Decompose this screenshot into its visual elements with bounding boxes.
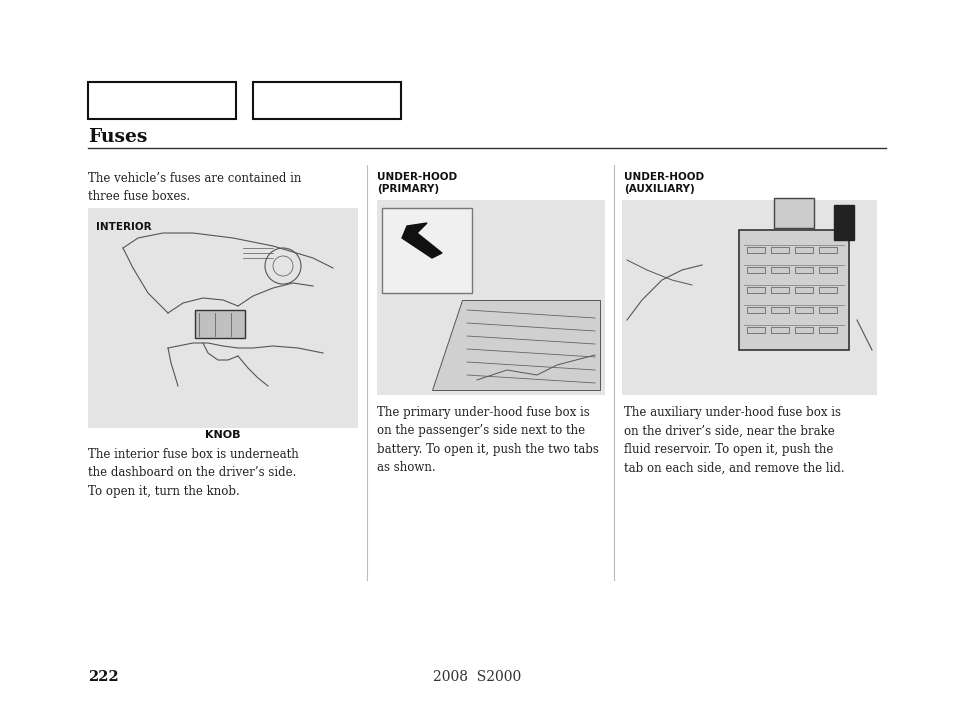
Text: UNDER-HOOD
(AUXILIARY): UNDER-HOOD (AUXILIARY) — [623, 172, 703, 195]
Bar — [770, 267, 788, 273]
Bar — [818, 327, 836, 333]
Text: The primary under-hood fuse box is
on the passenger’s side next to the
battery. : The primary under-hood fuse box is on th… — [376, 406, 598, 474]
Bar — [746, 307, 764, 313]
Polygon shape — [432, 300, 599, 390]
Text: KNOB: KNOB — [205, 430, 240, 440]
Bar — [794, 287, 812, 293]
Bar — [746, 247, 764, 253]
Bar — [88, 208, 357, 428]
Bar — [773, 198, 813, 228]
Bar — [794, 327, 812, 333]
Bar — [770, 327, 788, 333]
Bar — [376, 200, 604, 395]
Text: The auxiliary under-hood fuse box is
on the driver’s side, near the brake
fluid : The auxiliary under-hood fuse box is on … — [623, 406, 843, 474]
Bar — [818, 307, 836, 313]
Text: Fuses: Fuses — [88, 128, 147, 146]
Text: The vehicle’s fuses are contained in
three fuse boxes.: The vehicle’s fuses are contained in thr… — [88, 172, 301, 203]
Bar — [746, 327, 764, 333]
Bar — [746, 267, 764, 273]
Text: The interior fuse box is underneath
the dashboard on the driver’s side.
To open : The interior fuse box is underneath the … — [88, 448, 298, 498]
Bar — [739, 230, 848, 350]
Bar — [194, 310, 245, 338]
Bar — [818, 247, 836, 253]
Bar — [818, 267, 836, 273]
Bar — [770, 307, 788, 313]
Bar — [818, 287, 836, 293]
Bar — [794, 267, 812, 273]
Text: UNDER-HOOD
(PRIMARY): UNDER-HOOD (PRIMARY) — [376, 172, 456, 195]
Text: 222: 222 — [88, 670, 118, 684]
Bar — [746, 287, 764, 293]
Text: 2008  S2000: 2008 S2000 — [433, 670, 520, 684]
Polygon shape — [401, 223, 441, 258]
Bar — [88, 82, 235, 119]
Bar — [770, 287, 788, 293]
Bar — [833, 205, 853, 240]
Bar — [794, 247, 812, 253]
Bar — [253, 82, 400, 119]
Bar — [621, 200, 876, 395]
Bar — [381, 208, 472, 293]
Bar — [770, 247, 788, 253]
Text: INTERIOR: INTERIOR — [96, 222, 152, 232]
Bar — [794, 307, 812, 313]
